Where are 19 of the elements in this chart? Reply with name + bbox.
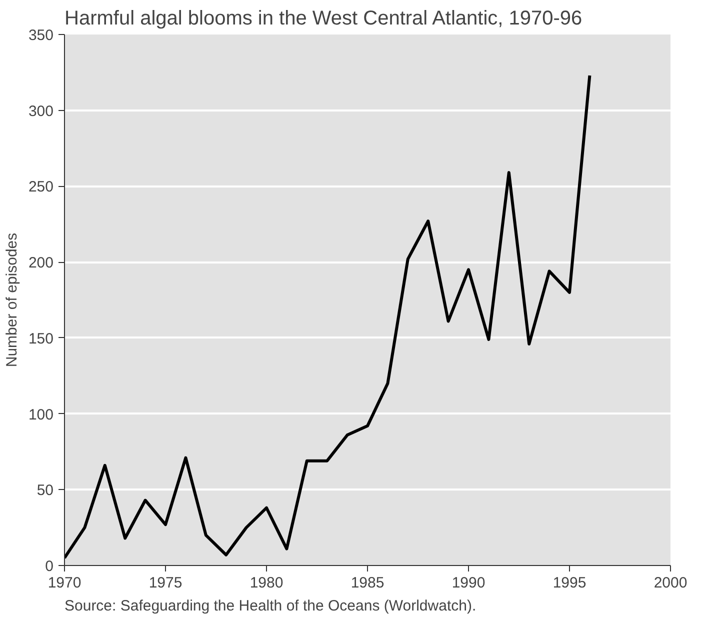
y-tick-label: 150: [28, 330, 54, 348]
x-tick-label: 1995: [552, 574, 586, 592]
y-tick-label: 300: [28, 102, 54, 120]
line-series: [64, 74, 592, 560]
source-note: Source: Safeguarding the Health of the Oceans (Worldwatch).: [64, 598, 476, 614]
y-tick-label: 200: [28, 254, 54, 272]
y-tick-label: 0: [45, 558, 54, 575]
x-tick-label: 2000: [654, 574, 688, 592]
y-tick-label: 250: [28, 178, 54, 196]
y-tick-label: 50: [36, 482, 54, 500]
y-tick-label: 350: [28, 27, 54, 44]
chart-title: Harmful algal blooms in the West Central Atlantic, 1970-96: [64, 8, 582, 30]
x-tick-label: 1980: [250, 574, 284, 592]
x-tick-label: 1985: [350, 574, 384, 592]
y-tick-label: 100: [28, 406, 54, 424]
x-tick-label: 1970: [48, 574, 82, 592]
y-axis-title: Number of episodes: [3, 232, 20, 368]
x-tick-label: 1975: [148, 574, 182, 592]
x-tick-label: 1990: [452, 574, 486, 592]
